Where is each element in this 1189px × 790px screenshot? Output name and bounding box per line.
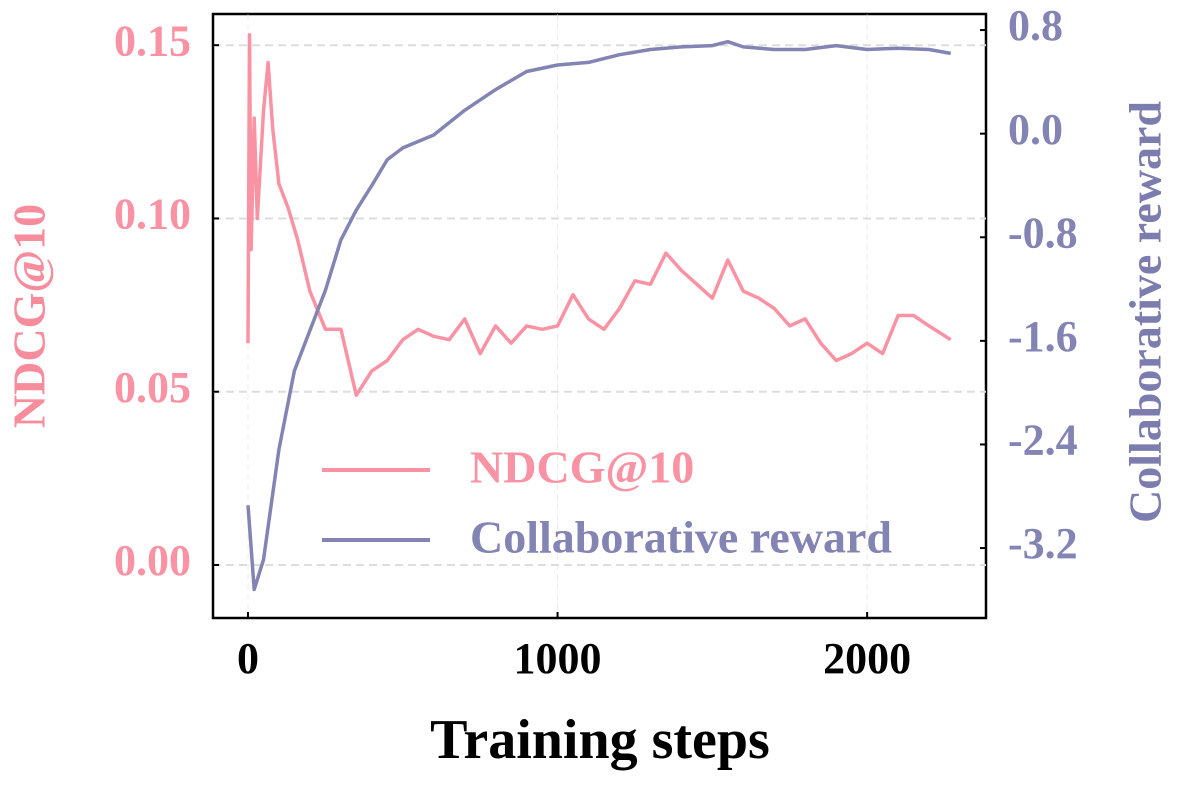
y-tick-label: 0.10 bbox=[114, 190, 191, 239]
x-axis-label: Training steps bbox=[430, 709, 770, 771]
legend-label: Collaborative reward bbox=[470, 512, 892, 563]
y-tick-label: 0.00 bbox=[114, 536, 191, 585]
x-tick-label: 1000 bbox=[514, 634, 602, 683]
y2-tick-label: -0.8 bbox=[1008, 208, 1078, 257]
data-line bbox=[246, 33, 952, 397]
y2-tick-label: -1.6 bbox=[1008, 312, 1078, 361]
y2-tick-label: 0.0 bbox=[1008, 105, 1063, 154]
y2-axis-label: Collaborative reward bbox=[1120, 101, 1171, 523]
y2-tick-label: 0.8 bbox=[1008, 1, 1063, 50]
x-tick-label: 2000 bbox=[823, 634, 911, 683]
y2-tick-label: -2.4 bbox=[1008, 416, 1078, 465]
y-axis-label: NDCG@10 bbox=[4, 204, 55, 428]
y-tick-label: 0.15 bbox=[114, 16, 191, 65]
y2-tick-label: -3.2 bbox=[1008, 519, 1078, 568]
x-tick-label: 0 bbox=[237, 634, 259, 683]
plot-frame bbox=[211, 12, 988, 620]
legend-label: NDCG@10 bbox=[470, 442, 694, 493]
y-tick-label: 0.05 bbox=[114, 363, 191, 412]
data-line bbox=[246, 39, 952, 592]
